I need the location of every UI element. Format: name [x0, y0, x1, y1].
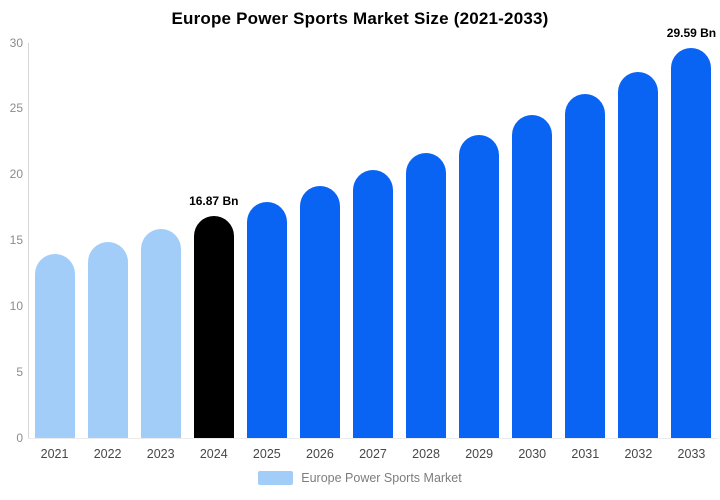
bar-2025 [246, 201, 287, 438]
x-axis-label-2021: 2021 [40, 447, 69, 461]
x-axis-label-2022: 2022 [93, 447, 122, 461]
data-label-2024: 16.87 Bn [189, 193, 239, 208]
x-axis-label-2028: 2028 [412, 447, 440, 461]
bar-2032 [618, 71, 659, 438]
x-axis-label-2030: 2030 [518, 447, 547, 461]
x-axis-label-2024: 2024 [199, 447, 228, 461]
bar-2029 [459, 134, 500, 438]
x-axis-label-2032: 2032 [624, 447, 653, 461]
x-axis-label-2023: 2023 [146, 447, 175, 461]
x-axis-label-2033: 2033 [677, 447, 706, 461]
bar-2028 [406, 152, 447, 438]
y-axis-tick-label: 15 [9, 233, 23, 247]
bar-2021 [34, 253, 75, 438]
legend-swatch [258, 471, 294, 485]
data-label-2033: 29.59 Bn [666, 26, 717, 41]
legend: Europe Power Sports Market [0, 471, 720, 485]
bar-2027 [353, 170, 393, 438]
x-axis-label-2027: 2027 [359, 447, 387, 461]
bar-2031 [565, 94, 606, 438]
legend-label: Europe Power Sports Market [301, 471, 462, 485]
y-axis-tick-label: 20 [9, 167, 23, 182]
x-axis-label-2029: 2029 [465, 447, 494, 461]
x-axis-baseline [28, 438, 718, 439]
bar-2022 [87, 241, 128, 438]
y-axis-tick-label: 0 [16, 430, 23, 445]
y-axis-tick-label: 5 [16, 364, 23, 379]
x-axis-label-2031: 2031 [571, 447, 600, 461]
bar-2026 [299, 186, 340, 438]
bar-2023 [140, 229, 181, 438]
bar-2024 [193, 215, 234, 438]
bar-2033 [671, 48, 712, 438]
bar-2030 [512, 114, 553, 438]
chart-title: Europe Power Sports Market Size (2021-20… [171, 9, 549, 28]
y-axis-tick-label: 30 [9, 35, 23, 50]
y-axis-line [28, 43, 29, 438]
x-axis-label-2026: 2026 [306, 447, 334, 461]
y-axis-tick-label: 10 [9, 298, 23, 313]
y-axis-tick-label: 25 [9, 101, 23, 116]
x-axis-label-2025: 2025 [252, 447, 281, 461]
